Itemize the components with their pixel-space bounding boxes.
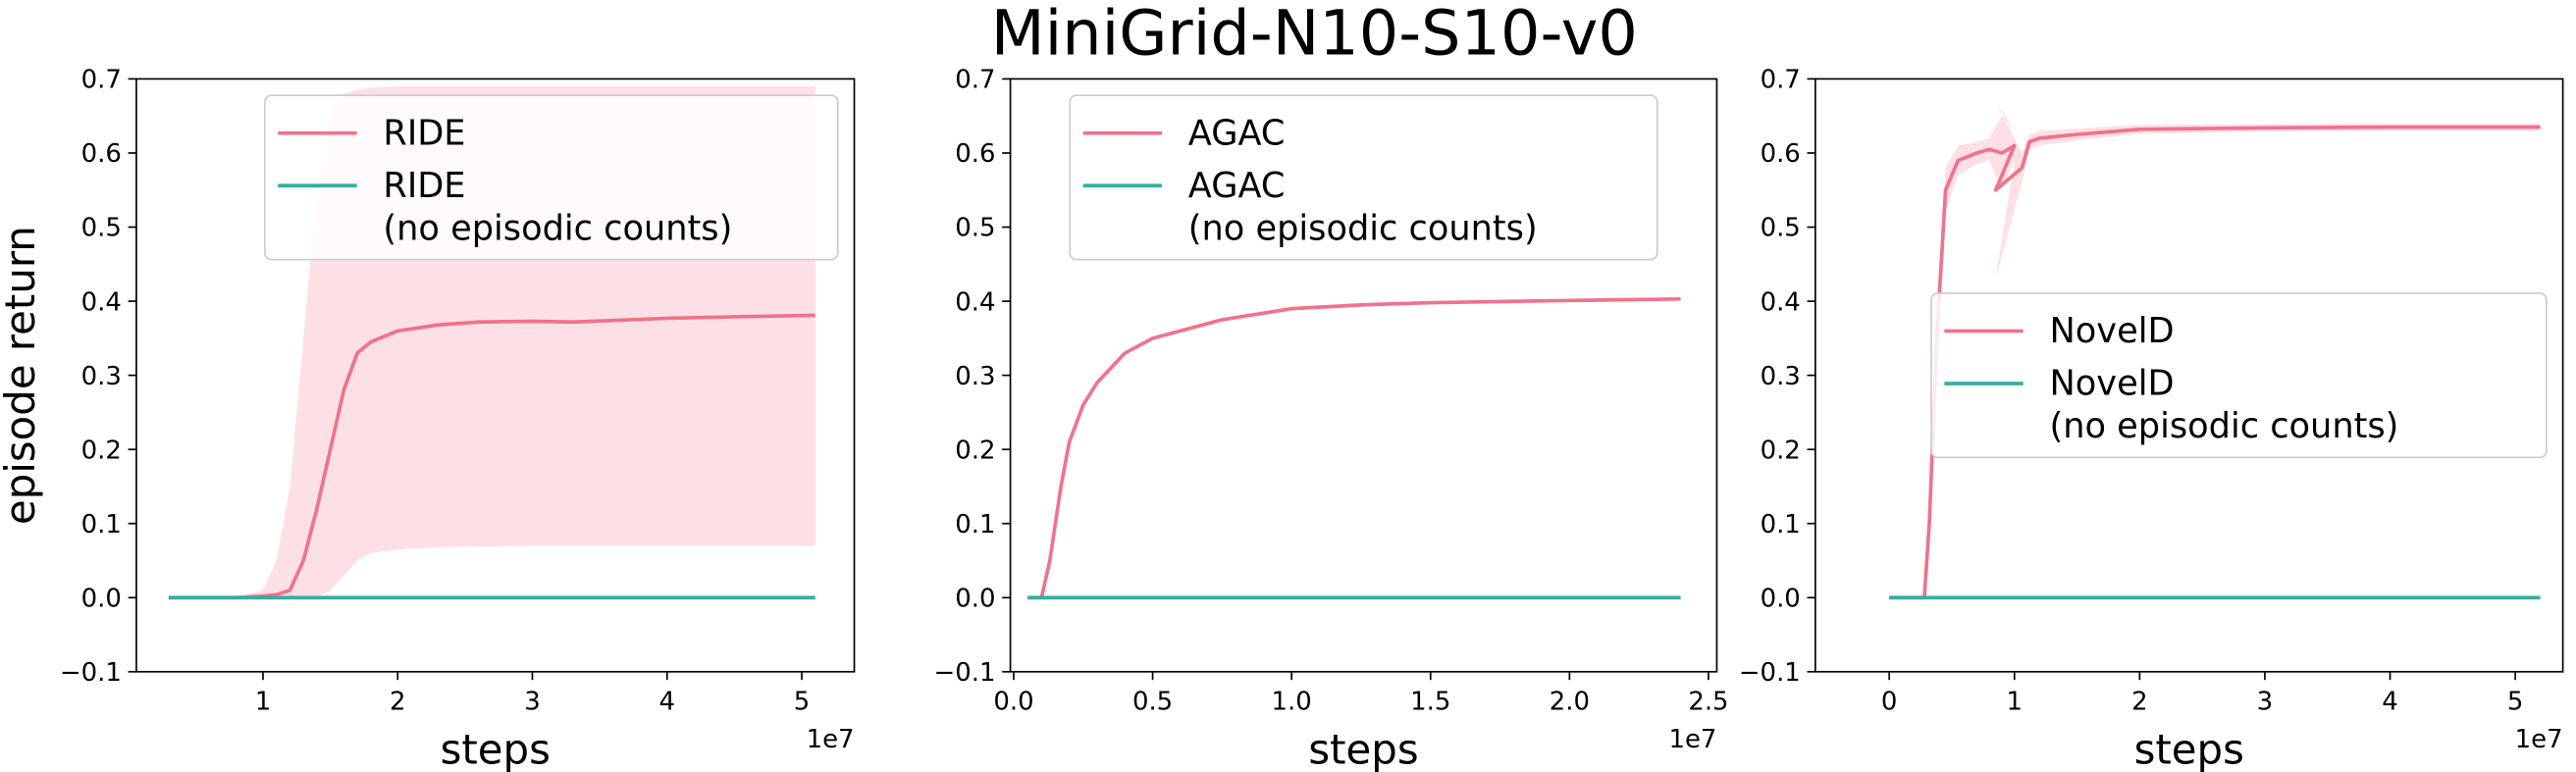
legend-label: AGAC (no episodic counts) bbox=[1188, 166, 1538, 249]
y-tick-label: 0.2 bbox=[955, 436, 995, 465]
legend-label: NovelD bbox=[2050, 311, 2175, 351]
x-tick-label: 2 bbox=[2131, 687, 2148, 716]
x-axis-label: steps bbox=[441, 726, 551, 772]
y-tick-label: 0.3 bbox=[81, 362, 122, 391]
x-offset-label: 1e7 bbox=[2515, 725, 2563, 754]
legend-frame bbox=[1069, 94, 1658, 261]
x-tick-label: 2.0 bbox=[1550, 687, 1590, 716]
x-tick-label: 1 bbox=[2007, 687, 2024, 716]
y-tick-label: 0.7 bbox=[955, 66, 995, 95]
legend: NovelD NovelD (no episodic counts) bbox=[1930, 292, 2548, 459]
y-tick-label: 0.2 bbox=[1761, 436, 1801, 465]
x-tick-label: 2.5 bbox=[1688, 687, 1728, 716]
y-tick-label: 0.4 bbox=[1761, 287, 1801, 317]
x-axis-label: steps bbox=[1308, 726, 1418, 772]
line bbox=[168, 313, 815, 600]
x-tick-label: 2 bbox=[390, 687, 406, 716]
y-tick-label: 0.4 bbox=[81, 287, 122, 317]
y-axis-label: episode return bbox=[0, 226, 44, 525]
y-tick-label: 0.7 bbox=[81, 66, 122, 95]
y-tick-label: 0.6 bbox=[1761, 139, 1801, 169]
y-tick-label: 0.6 bbox=[955, 139, 995, 169]
x-tick-label: 5 bbox=[794, 687, 811, 716]
x-tick-label: 5 bbox=[2507, 687, 2524, 716]
figure-title: MiniGrid-N10-S10-v0 bbox=[991, 0, 1638, 70]
axes-frame bbox=[135, 77, 856, 673]
x-tick-label: 0.5 bbox=[1132, 687, 1173, 716]
x-offset-label: 1e7 bbox=[1668, 725, 1716, 754]
y-tick-label: −0.1 bbox=[1739, 658, 1801, 688]
x-tick-label: 4 bbox=[2382, 687, 2398, 716]
x-tick-label: 0 bbox=[1881, 687, 1898, 716]
legend-label: RIDE (no episodic counts) bbox=[383, 166, 732, 249]
y-tick-label: 0.5 bbox=[81, 214, 122, 243]
y-tick-label: 0.2 bbox=[81, 436, 122, 465]
y-tick-label: 0.5 bbox=[955, 214, 995, 243]
legend: AGAC AGAC (no episodic counts) bbox=[1069, 94, 1658, 261]
legend-label: NovelD (no episodic counts) bbox=[2050, 364, 2399, 447]
y-tick-label: 0.7 bbox=[1761, 66, 1801, 95]
x-offset-label: 1e7 bbox=[807, 725, 855, 754]
x-tick-label: 1.0 bbox=[1272, 687, 1312, 716]
y-tick-label: −0.1 bbox=[60, 658, 122, 688]
y-tick-label: 0.3 bbox=[955, 362, 995, 391]
y-tick-label: 0.5 bbox=[1761, 214, 1801, 243]
y-tick-label: 0.1 bbox=[955, 510, 995, 540]
y-tick-label: 0.3 bbox=[1761, 362, 1801, 391]
legend-label: AGAC bbox=[1188, 113, 1286, 153]
x-tick-label: 3 bbox=[2257, 687, 2274, 716]
legend-frame bbox=[1930, 292, 2548, 459]
x-tick-label: 0.0 bbox=[993, 687, 1033, 716]
y-tick-label: 0.1 bbox=[81, 510, 122, 540]
y-tick-label: 0.0 bbox=[955, 584, 995, 613]
x-tick-label: 4 bbox=[658, 687, 675, 716]
y-tick-label: 0.0 bbox=[81, 584, 122, 613]
legend-label: RIDE bbox=[383, 113, 465, 153]
x-tick-label: 1.5 bbox=[1410, 687, 1450, 716]
x-tick-label: 1 bbox=[255, 687, 272, 716]
y-tick-label: 0.6 bbox=[81, 139, 122, 169]
x-axis-label: steps bbox=[2134, 726, 2244, 772]
legend: RIDE RIDE (no episodic counts) bbox=[264, 94, 839, 261]
axes-frame bbox=[1009, 77, 1718, 673]
y-tick-label: −0.1 bbox=[934, 658, 996, 688]
y-tick-label: 0.4 bbox=[955, 287, 995, 317]
axes-frame bbox=[1814, 77, 2564, 673]
legend-frame bbox=[264, 94, 839, 261]
y-tick-label: 0.1 bbox=[1761, 510, 1801, 540]
x-tick-label: 3 bbox=[524, 687, 541, 716]
line bbox=[1027, 296, 1681, 600]
y-tick-label: 0.0 bbox=[1761, 584, 1801, 613]
